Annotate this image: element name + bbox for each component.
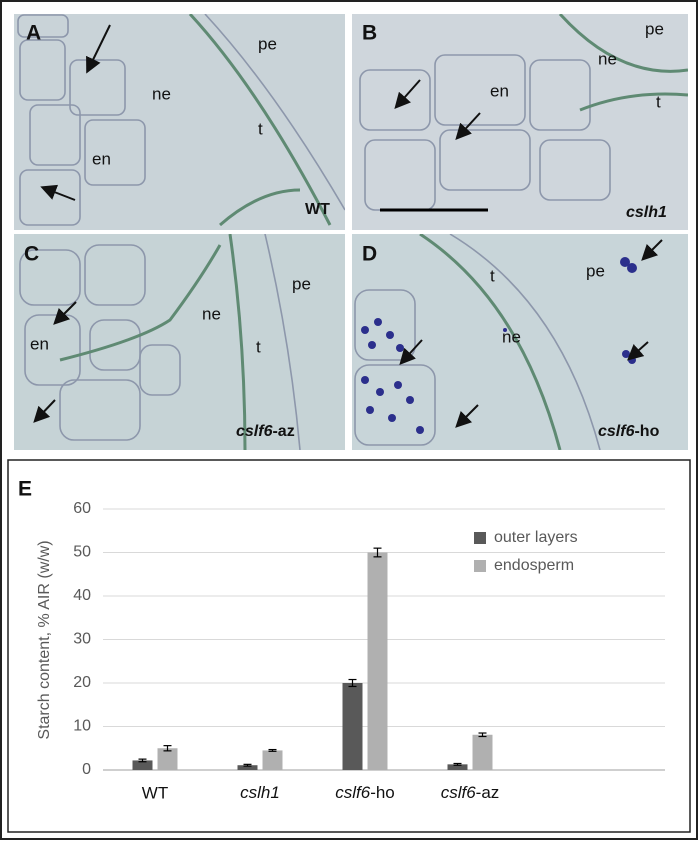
error-bar [453, 762, 462, 766]
legend-swatch [474, 560, 486, 572]
panel-label: B [362, 22, 377, 45]
annotation: t [258, 119, 263, 138]
bar [157, 748, 178, 770]
annotation: t [656, 92, 661, 111]
y-tick-label: 10 [73, 718, 91, 735]
bar [447, 764, 468, 770]
annotation: ne [152, 84, 171, 103]
annotation: pe [645, 19, 664, 38]
legend-swatch [474, 532, 486, 544]
x-tick-label: cslf6-ho [335, 783, 395, 802]
bar [472, 734, 493, 770]
annotation: ne [202, 304, 221, 323]
bar [262, 750, 283, 770]
bar [132, 760, 153, 770]
micrograph-b [352, 14, 688, 230]
legend-label: outer layers [494, 529, 578, 546]
y-tick-label: 50 [73, 544, 91, 561]
annotation: en [92, 149, 111, 168]
annotation: ne [502, 327, 521, 346]
y-axis-label: Starch content, % AIR (w/w) [36, 540, 53, 739]
y-tick-label: 0 [82, 761, 91, 778]
error-bar [138, 758, 147, 763]
annotation: t [256, 337, 261, 356]
y-tick-label: 30 [73, 631, 91, 648]
annotation: pe [586, 261, 605, 280]
error-bar [268, 748, 277, 752]
error-bar [348, 678, 357, 688]
annotation: en [30, 334, 49, 353]
chart-frame [7, 459, 691, 833]
annotation: t [490, 266, 495, 285]
micrograph-c [14, 234, 345, 450]
x-tick-label: WT [142, 783, 168, 802]
y-tick-label: 20 [73, 674, 91, 691]
x-tick-label: cslh1 [240, 783, 280, 802]
bar [342, 683, 363, 770]
bar [367, 552, 388, 770]
y-tick-label: 60 [73, 500, 91, 517]
bar [237, 765, 258, 770]
bar-chart: 0 10 20 30 40 50 60 WT cslh1 cslf6-ho cslf6-az oute… [73, 500, 665, 802]
error-bar [243, 763, 252, 767]
panel-label: C [24, 243, 39, 266]
annotation: pe [292, 274, 311, 293]
panel-label: D [362, 243, 377, 266]
micrograph-d [352, 234, 688, 450]
error-bar [373, 547, 382, 558]
panel-label: E [18, 478, 32, 501]
genotype: WT [305, 201, 330, 218]
genotype: cslf6-az [236, 423, 295, 440]
annotation: pe [258, 34, 277, 53]
annotation: ne [598, 49, 617, 68]
genotype: cslh1 [626, 204, 667, 221]
annotation: en [490, 81, 509, 100]
error-bar [163, 745, 172, 752]
error-bar [478, 732, 487, 738]
y-tick-label: 40 [73, 587, 91, 604]
micrograph-a [14, 14, 345, 230]
legend-label: endosperm [494, 557, 574, 574]
genotype: cslf6-ho [598, 423, 660, 440]
panel-label: A [26, 22, 41, 45]
x-tick-label: cslf6-az [441, 783, 500, 802]
